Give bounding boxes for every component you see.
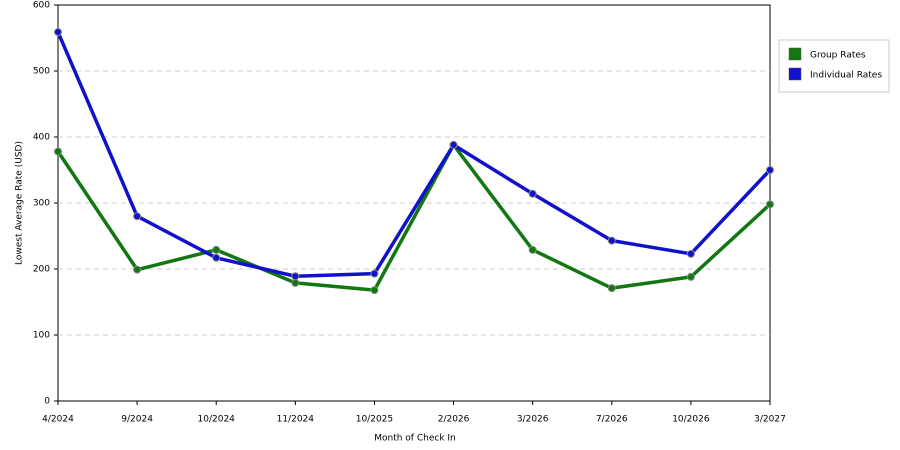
y-tick-label: 200 bbox=[33, 265, 50, 275]
data-point bbox=[449, 140, 458, 149]
y-tick-label: 500 bbox=[33, 67, 50, 77]
y-tick-label: 100 bbox=[33, 331, 50, 341]
data-point bbox=[212, 245, 221, 254]
data-point bbox=[686, 272, 695, 281]
data-point bbox=[607, 236, 616, 245]
data-point bbox=[212, 253, 221, 262]
y-tick-label: 300 bbox=[33, 199, 50, 209]
data-point bbox=[766, 200, 774, 209]
data-point bbox=[766, 166, 774, 174]
legend-label: Group Rates bbox=[810, 51, 866, 61]
series-line bbox=[56, 31, 772, 279]
legend-swatch bbox=[788, 67, 802, 81]
x-tick-label: 11/2024 bbox=[277, 415, 315, 425]
data-point bbox=[133, 265, 142, 274]
data-point bbox=[607, 284, 616, 293]
data-point bbox=[370, 286, 379, 295]
data-point bbox=[54, 147, 62, 156]
data-point bbox=[528, 245, 537, 254]
x-tick-label: 7/2026 bbox=[596, 415, 628, 425]
y-tick-label: 400 bbox=[33, 133, 50, 143]
legend-swatch bbox=[788, 47, 802, 61]
x-tick-label: 10/2026 bbox=[672, 415, 710, 425]
data-point bbox=[686, 249, 695, 258]
y-tick-label: 0 bbox=[44, 397, 50, 407]
x-tick-label: 4/2024 bbox=[42, 415, 74, 425]
y-axis-label: Lowest Average Rate (USD) bbox=[15, 141, 25, 265]
data-point bbox=[291, 278, 300, 287]
x-tick-label: 10/2024 bbox=[198, 415, 236, 425]
series-line bbox=[56, 143, 772, 292]
x-tick-label: 3/2027 bbox=[754, 415, 786, 425]
x-axis-label: Month of Check In bbox=[374, 434, 456, 444]
x-tick-label: 10/2025 bbox=[356, 415, 393, 425]
x-tick-label: 9/2024 bbox=[121, 415, 153, 425]
data-point bbox=[133, 212, 142, 221]
x-tick-label: 2/2026 bbox=[438, 415, 470, 425]
data-point bbox=[370, 269, 379, 278]
legend-label: Individual Rates bbox=[810, 71, 882, 81]
x-tick-label: 3/2026 bbox=[517, 415, 549, 425]
data-point bbox=[54, 28, 62, 37]
y-tick-label: 600 bbox=[33, 1, 50, 11]
data-point bbox=[528, 189, 537, 198]
data-point bbox=[291, 272, 300, 281]
